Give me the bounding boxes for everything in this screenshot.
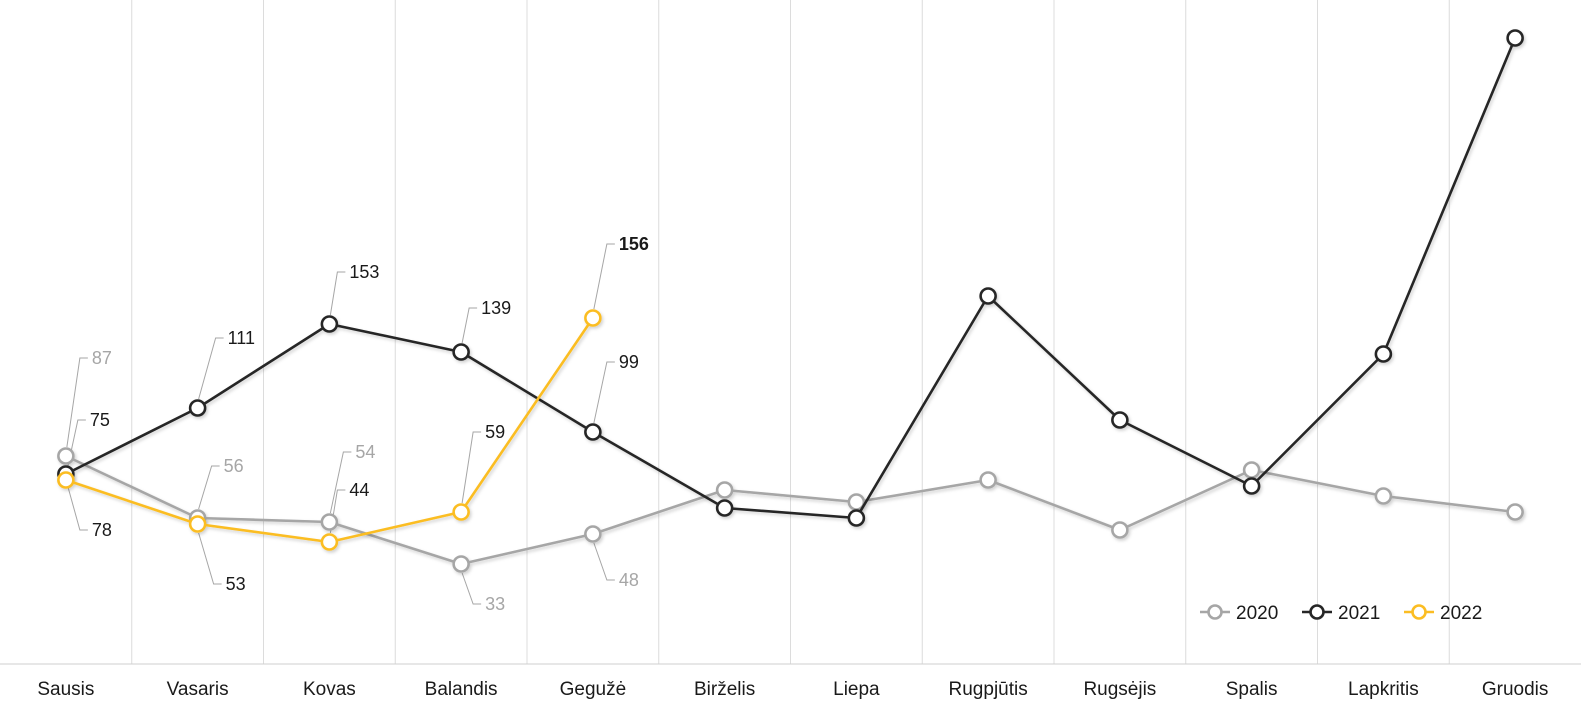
- data-label: 99: [619, 352, 639, 372]
- data-label: 44: [349, 480, 369, 500]
- series-2021: [57, 29, 1524, 527]
- label-leader: [593, 361, 615, 424]
- data-point: [715, 481, 734, 499]
- data-label: 78: [92, 520, 112, 540]
- label-leader: [593, 243, 615, 310]
- legend-item: 2021: [1302, 603, 1380, 624]
- x-tick-label: Sausis: [37, 679, 94, 700]
- data-point: [715, 499, 734, 517]
- series-2022: [57, 309, 602, 551]
- data-point: [1242, 477, 1261, 495]
- label-leader: [66, 482, 88, 531]
- label-leader: [66, 357, 88, 448]
- data-point: [979, 287, 997, 305]
- data-point: [1242, 461, 1261, 479]
- x-tick-label: Rugpjūtis: [949, 679, 1028, 700]
- series-group: [57, 29, 1524, 573]
- x-tick-label: Birželis: [694, 679, 755, 700]
- data-point: [320, 533, 339, 551]
- x-axis: Sausis Vasaris Kovas Balandis Gegužė Birželis…: [0, 663, 1581, 700]
- data-point: [188, 515, 207, 533]
- data-label: 111: [228, 328, 255, 348]
- series-line: [64, 454, 1517, 566]
- label-leader: [198, 532, 222, 585]
- data-point: [1111, 521, 1129, 539]
- legend-item: 2020: [1200, 603, 1278, 624]
- legend-label: 2022: [1440, 603, 1482, 624]
- legend-swatch-marker: [1309, 604, 1325, 620]
- data-label: 33: [485, 594, 505, 614]
- label-leader: [198, 337, 224, 400]
- data-label: 59: [485, 422, 505, 442]
- series-line: [64, 316, 595, 544]
- data-point: [1506, 503, 1524, 521]
- data-label: 75: [90, 410, 110, 430]
- label-leader: [593, 542, 615, 581]
- label-leader: [198, 465, 220, 510]
- data-point: [1374, 345, 1393, 363]
- label-leader: [329, 451, 352, 514]
- data-point: [452, 555, 470, 573]
- data-point: [320, 315, 339, 333]
- x-tick-label: Liepa: [833, 679, 880, 700]
- data-point: [847, 509, 866, 527]
- x-tick-label: Gruodis: [1482, 679, 1549, 700]
- series-line: [64, 36, 1517, 520]
- legend-item: 2022: [1404, 603, 1482, 624]
- data-point: [584, 309, 602, 327]
- x-tick-label: Vasaris: [167, 679, 229, 700]
- data-point: [979, 471, 997, 489]
- data-point: [188, 399, 207, 417]
- x-tick-label: Spalis: [1226, 679, 1278, 700]
- grid-lines: [131, 0, 1450, 664]
- x-tick-label: Kovas: [303, 679, 356, 700]
- label-leader: [461, 307, 478, 344]
- legend-label: 2021: [1338, 603, 1380, 624]
- legend-swatch-marker: [1411, 604, 1427, 620]
- data-label: 156: [619, 234, 649, 254]
- data-point: [57, 447, 75, 465]
- data-labels: 87 56 54 33 48 78 111 153 139 99 75 53 44 59 156: [90, 234, 649, 614]
- data-point: [57, 471, 75, 489]
- label-leaders: [66, 243, 615, 605]
- legend-label: 2020: [1236, 603, 1278, 624]
- data-label: 56: [224, 456, 244, 476]
- data-point: [1374, 487, 1393, 505]
- x-tick-label: Rugsėjis: [1083, 679, 1156, 700]
- label-leader: [461, 572, 482, 605]
- legend: 2020 2021 2022: [1200, 603, 1482, 624]
- label-leader: [329, 271, 346, 316]
- x-tick-label: Lapkritis: [1348, 679, 1419, 700]
- data-point: [1111, 411, 1129, 429]
- legend-swatch-marker: [1207, 604, 1223, 620]
- data-label: 87: [92, 348, 112, 368]
- data-label: 153: [349, 262, 379, 282]
- data-label: 139: [481, 298, 511, 318]
- x-tick-label: Gegužė: [560, 679, 627, 700]
- data-point: [584, 423, 602, 441]
- x-tick-label: Balandis: [425, 679, 498, 700]
- data-point: [452, 343, 470, 361]
- data-label: 53: [226, 574, 246, 594]
- data-point: [1506, 29, 1524, 47]
- label-leader: [461, 431, 482, 504]
- data-label: 48: [619, 570, 639, 590]
- data-point: [452, 503, 470, 521]
- data-label: 54: [355, 442, 375, 462]
- data-point: [584, 525, 602, 543]
- series-2020: [57, 447, 1524, 573]
- data-point: [320, 513, 339, 531]
